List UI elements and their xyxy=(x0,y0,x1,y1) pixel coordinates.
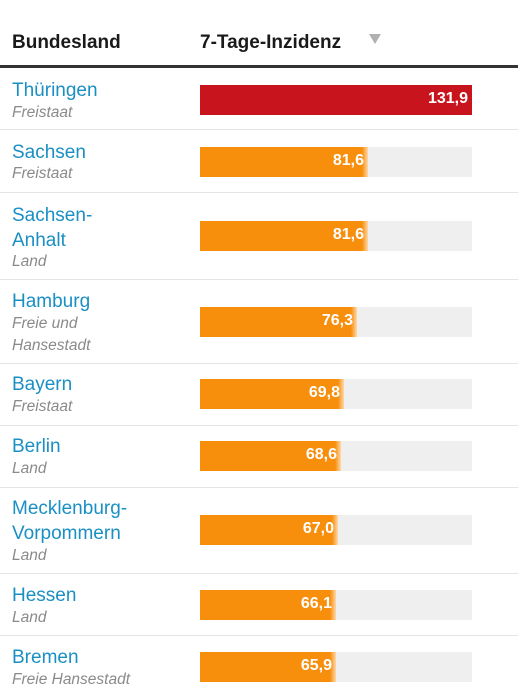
state-name-link[interactable]: Hamburg xyxy=(12,291,91,312)
table-row: Bremen Freie Hansestadt 65,9 xyxy=(0,636,518,694)
state-name-link[interactable]: Hessen xyxy=(12,585,77,606)
incidence-bar-track: 65,9 xyxy=(200,652,472,682)
state-type-line-2: Hansestadt xyxy=(12,337,91,354)
incidence-bar: 81,6 xyxy=(200,147,368,177)
incidence-bar-track: 69,8 xyxy=(200,379,472,409)
incidence-value: 67,0 xyxy=(302,520,334,537)
table-row: Hamburg Freie und Hansestadt 76,3 xyxy=(0,280,518,364)
state-type: Land xyxy=(12,547,47,564)
state-type: Freistaat xyxy=(12,104,73,121)
table-row: Thüringen Freistaat 131,9 xyxy=(0,70,518,130)
incidence-bar-track: 67,0 xyxy=(200,515,472,545)
incidence-bar: 131,9 xyxy=(200,85,472,115)
incidence-value: 81,6 xyxy=(332,226,364,243)
state-type: Freie Hansestadt xyxy=(12,671,131,688)
state-name-link[interactable]: Bayern xyxy=(12,374,73,395)
incidence-bar-track: 66,1 xyxy=(200,590,472,620)
state-type: Land xyxy=(12,609,47,626)
table-row: Sachsen Freistaat 81,6 xyxy=(0,130,518,193)
state-name-link-line-1[interactable]: Sachsen- xyxy=(12,205,93,226)
incidence-bar-track: 68,6 xyxy=(200,441,472,471)
state-name-link-line-2[interactable]: Anhalt xyxy=(12,230,66,251)
table-row: Berlin Land 68,6 xyxy=(0,426,518,488)
incidence-value: 68,6 xyxy=(305,446,337,463)
state-name-link[interactable]: Berlin xyxy=(12,436,61,457)
column-header-state[interactable]: Bundesland xyxy=(12,32,121,53)
state-name-link-line-1[interactable]: Mecklenburg- xyxy=(12,498,128,519)
incidence-value: 65,9 xyxy=(300,657,332,674)
state-name-link[interactable]: Sachsen xyxy=(12,142,86,163)
incidence-bar: 68,6 xyxy=(200,441,341,471)
incidence-bar: 76,3 xyxy=(200,307,357,337)
column-header-incidence[interactable]: 7-Tage-Inzidenz xyxy=(200,32,342,53)
incidence-value: 131,9 xyxy=(427,90,468,107)
state-name-link[interactable]: Thüringen xyxy=(12,80,98,101)
incidence-bar: 81,6 xyxy=(200,221,368,251)
incidence-bar-track: 81,6 xyxy=(200,147,472,177)
incidence-bar-track: 81,6 xyxy=(200,221,472,251)
sort-desc-icon[interactable] xyxy=(369,34,381,44)
state-type-line-1: Freie und xyxy=(12,315,78,332)
table-header: Bundesland 7-Tage-Inzidenz xyxy=(0,0,518,68)
incidence-value: 66,1 xyxy=(300,595,332,612)
table-row: Sachsen- Anhalt Land 81,6 xyxy=(0,193,518,280)
incidence-bar: 66,1 xyxy=(200,590,336,620)
state-type: Freistaat xyxy=(12,165,73,182)
incidence-bar-track: 76,3 xyxy=(200,307,472,337)
state-name-link[interactable]: Bremen xyxy=(12,647,79,668)
state-type: Freistaat xyxy=(12,398,73,415)
table-row: Bayern Freistaat 69,8 xyxy=(0,364,518,426)
incidence-value: 69,8 xyxy=(308,384,340,401)
incidence-bar: 65,9 xyxy=(200,652,336,682)
incidence-value: 81,6 xyxy=(332,152,364,169)
incidence-bar: 67,0 xyxy=(200,515,338,545)
state-type: Land xyxy=(12,253,47,270)
state-type: Land xyxy=(12,460,47,477)
table-row: Mecklenburg- Vorpommern Land 67,0 xyxy=(0,488,518,574)
incidence-bar: 69,8 xyxy=(200,379,344,409)
incidence-bar-track: 131,9 xyxy=(200,85,472,115)
table-row: Hessen Land 66,1 xyxy=(0,574,518,636)
incidence-value: 76,3 xyxy=(321,312,353,329)
state-name-link-line-2[interactable]: Vorpommern xyxy=(12,523,121,544)
